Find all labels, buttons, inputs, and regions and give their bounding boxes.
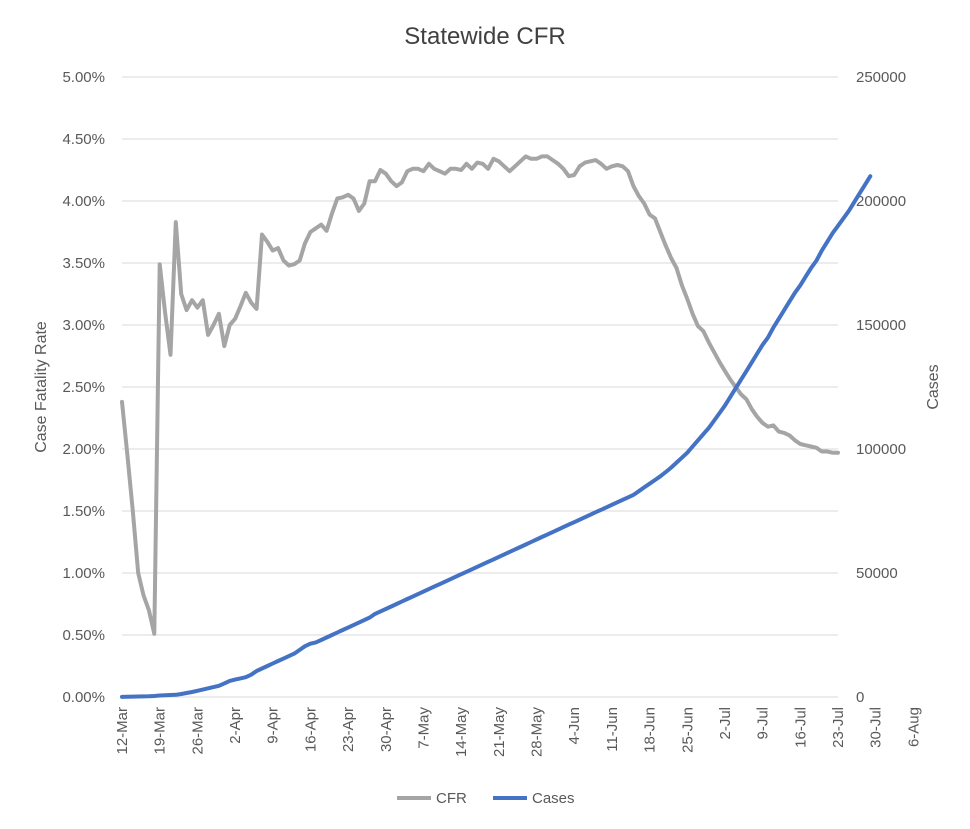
series-lines (120, 154, 873, 699)
x-tick-label: 28-May (529, 707, 546, 758)
x-tick-label: 21-May (491, 707, 508, 758)
y2-axis-title: Cases (925, 364, 942, 409)
y-tick-label: 1.00% (62, 565, 105, 582)
x-tick-label: 6-Aug (905, 707, 922, 747)
x-tick-label: 11-Jun (604, 707, 621, 752)
y-tick-label: 2.00% (62, 441, 105, 458)
x-tick-label: 14-May (453, 707, 470, 758)
y-tick-label: 3.00% (62, 317, 105, 334)
x-tick-label: 23-Apr (340, 707, 357, 752)
y2-tick-label: 200000 (856, 193, 906, 210)
y-axis-title: Case Fatality Rate (33, 321, 50, 453)
chart-title: Statewide CFR (404, 23, 565, 50)
y-tick-label: 4.50% (62, 131, 105, 148)
x-tick-label: 9-Jul (755, 707, 772, 740)
x-tick-label: 19-Mar (152, 707, 169, 755)
x-tick-label: 23-Jul (830, 707, 847, 748)
legend-label-cases: Cases (532, 790, 575, 807)
y-tick-label: 1.50% (62, 503, 105, 520)
y2-tick-label: 0 (856, 689, 864, 706)
y2-tick-label: 250000 (856, 69, 906, 86)
x-tick-label: 30-Jul (868, 707, 885, 748)
y-tick-label: 0.50% (62, 627, 105, 644)
y-tick-label: 3.50% (62, 255, 105, 272)
series-line-cfr (120, 154, 840, 636)
legend-label-cfr: CFR (436, 790, 467, 807)
y-tick-label: 2.50% (62, 379, 105, 396)
y-tick-label: 5.00% (62, 69, 105, 86)
x-tick-label: 2-Jul (717, 707, 734, 740)
axes: 0.00% 0.50% 1.00% 1.50% 2.00% 2.50% 3.00% 3.50%… (62, 69, 922, 757)
x-tick-label: 7-May (416, 707, 433, 749)
x-tick-label: 4-Jun (566, 707, 583, 745)
x-tick-label: 16-Jul (792, 707, 809, 748)
legend: CFR Cases (397, 790, 575, 807)
y2-tick-label: 100000 (856, 441, 906, 458)
series-line-cases (120, 174, 873, 699)
gridlines (122, 76, 838, 698)
x-tick-label: 18-Jun (642, 707, 659, 753)
x-tick-label: 25-Jun (679, 707, 696, 753)
x-tick-label: 9-Apr (265, 707, 282, 744)
y2-tick-label: 150000 (856, 317, 906, 334)
y-tick-label: 4.00% (62, 193, 105, 210)
x-tick-label: 16-Apr (302, 707, 319, 752)
x-tick-label: 30-Apr (378, 707, 395, 752)
x-tick-label: 26-Mar (189, 707, 206, 755)
x-tick-label: 2-Apr (227, 707, 244, 744)
y2-tick-label: 50000 (856, 565, 898, 582)
y-tick-label: 0.00% (62, 689, 105, 706)
x-tick-label: 12-Mar (114, 707, 131, 755)
